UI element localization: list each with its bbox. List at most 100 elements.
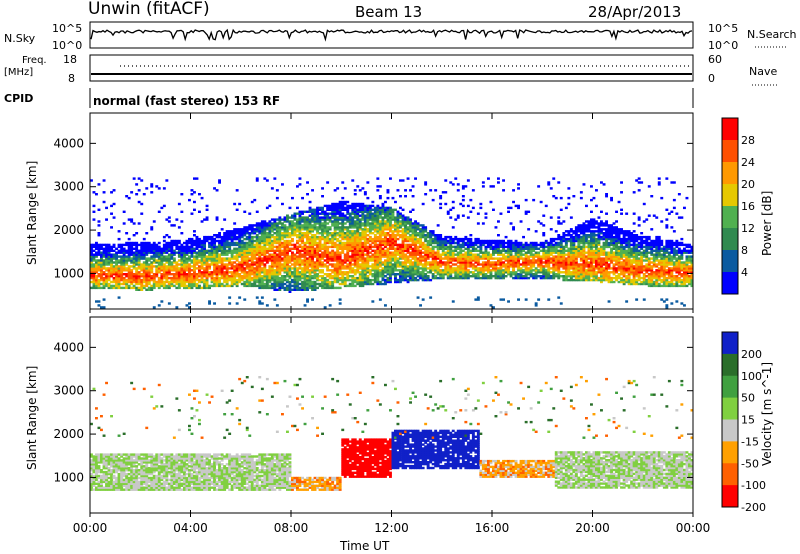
power-cell (228, 235, 232, 239)
power-cell (351, 280, 355, 284)
power-cell (130, 276, 134, 280)
power-cell (110, 275, 113, 278)
power-cell (291, 243, 294, 247)
power-cell (394, 259, 397, 262)
power-cell (278, 216, 282, 219)
power-cell (449, 235, 453, 239)
power-cell (97, 253, 101, 256)
power-cell (145, 251, 149, 254)
power-cell (167, 267, 171, 270)
power-cell (389, 267, 392, 270)
power-cell (552, 247, 556, 250)
power-cell (245, 243, 249, 247)
power-cell (313, 269, 317, 272)
power-cell (469, 275, 473, 278)
power-cell (363, 214, 367, 217)
power-cell (265, 222, 269, 225)
power-cell (265, 206, 269, 210)
power-cell (396, 249, 400, 252)
power-cell (107, 245, 111, 249)
power-cell (373, 251, 377, 254)
power-cell (255, 267, 259, 270)
power-cell (273, 228, 277, 231)
power-cell (336, 202, 340, 206)
power-cell (373, 210, 377, 213)
power-cell (386, 265, 390, 268)
power-cell (466, 263, 470, 266)
power-cell (233, 271, 237, 274)
power-cell (218, 271, 221, 274)
power-cell (436, 224, 440, 227)
power-cell (122, 251, 126, 254)
power-cell (446, 275, 450, 278)
power-cell (240, 275, 244, 278)
power-cell (145, 275, 149, 278)
power-cell (253, 271, 257, 274)
power-cell (368, 216, 372, 219)
power-cell (283, 271, 287, 274)
power-cell (190, 237, 194, 241)
power-cell (449, 269, 453, 272)
power-cell (406, 230, 410, 233)
power-cell (431, 234, 435, 237)
power-cell (373, 220, 377, 223)
power-cell (552, 249, 556, 252)
power-cell (175, 245, 179, 249)
power-cell (484, 239, 488, 243)
power-cell (263, 235, 267, 239)
power-cell (409, 265, 412, 268)
power-cell (532, 265, 536, 268)
power-cell (522, 265, 525, 268)
power-cell (441, 253, 445, 256)
power-cell (245, 276, 249, 280)
power-cell (321, 230, 324, 233)
power-cell (195, 282, 199, 286)
power-cell (268, 271, 272, 274)
power-cell (459, 261, 463, 264)
power-cell (333, 243, 337, 247)
power-cell (416, 275, 420, 278)
power-cell (263, 241, 267, 245)
power-cell (152, 245, 156, 249)
power-cell (439, 259, 443, 262)
power-cell (177, 259, 181, 262)
power-cell (363, 224, 367, 227)
power-cell (293, 278, 297, 282)
power-cell (273, 241, 277, 245)
power-cell (278, 267, 282, 270)
power-cell (384, 261, 387, 264)
power-cell (361, 212, 365, 215)
power-cell (547, 271, 551, 274)
power-cell (183, 280, 186, 284)
power-cell (466, 247, 470, 250)
power-cell (183, 259, 186, 262)
power-cell (198, 259, 201, 262)
power-cell (311, 237, 314, 241)
power-cell (157, 210, 161, 213)
power-cell (293, 222, 297, 225)
power-cell (250, 247, 254, 250)
power-cell (316, 257, 319, 260)
power-cell (517, 275, 520, 278)
power-cell (313, 226, 317, 229)
power-cell (323, 241, 327, 245)
power-cell (273, 280, 277, 284)
power-cell (336, 273, 340, 276)
power-cell (132, 259, 136, 262)
power-cell (363, 280, 367, 284)
power-cell (474, 298, 478, 301)
power-cell (547, 243, 551, 247)
power-cell (145, 282, 149, 286)
power-cell (160, 273, 164, 276)
power-cell (115, 273, 118, 276)
power-cell (404, 253, 407, 256)
power-cell (401, 271, 405, 274)
power-cell (318, 226, 322, 229)
power-cell (326, 239, 330, 243)
power-cell (333, 212, 337, 215)
power-cell (376, 208, 380, 211)
power-cell (140, 255, 144, 258)
power-cell (238, 241, 242, 245)
power-cell (371, 263, 375, 266)
power-cell (142, 271, 146, 274)
